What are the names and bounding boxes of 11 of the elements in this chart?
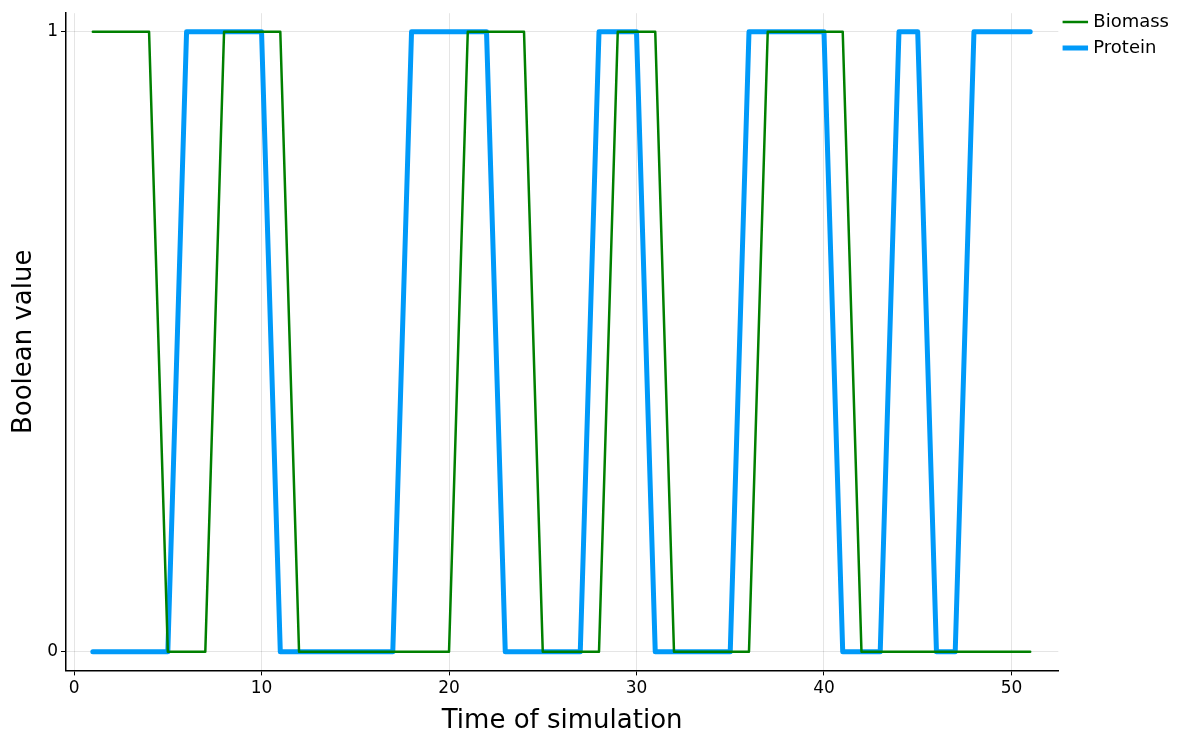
legend-label: Biomass <box>1093 9 1169 31</box>
x-tick-label: 0 <box>68 677 80 698</box>
x-tick-label: 50 <box>1000 677 1023 698</box>
x-tick-label: 40 <box>813 677 835 698</box>
y-tick-label: 1 <box>47 20 59 41</box>
x-tick-label: 20 <box>438 677 460 698</box>
x-tick-label: 10 <box>250 677 273 698</box>
x-axis-title: Time of simulation <box>440 704 683 735</box>
legend-label: Protein <box>1093 35 1157 57</box>
y-axis-title: Boolean value <box>7 249 38 435</box>
x-tick-label: 30 <box>625 677 648 698</box>
